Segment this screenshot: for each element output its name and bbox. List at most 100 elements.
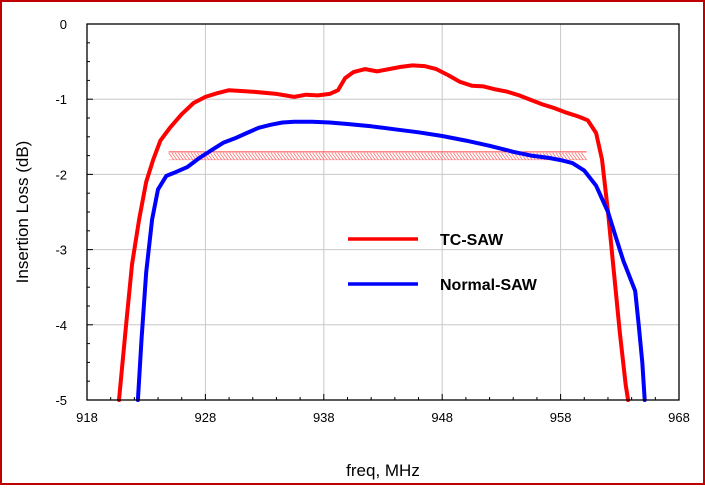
x-tick-label: 918 [76,410,98,425]
spec-mask-hatch [417,152,424,161]
spec-mask-hatch [261,152,267,161]
spec-mask-hatch [456,152,463,161]
spec-mask-hatch [353,152,360,161]
spec-mask-hatch [571,152,578,161]
spec-mask-hatch [494,152,501,161]
spec-mask-hatch [561,152,568,161]
spec-mask-hatch [366,152,373,161]
spec-mask-hatch [334,152,341,161]
spec-mask-hatch [395,152,402,161]
spec-mask-hatch [382,152,389,161]
spec-mask-hatch [360,152,367,161]
spec-mask-hatch [478,152,485,161]
spec-mask-hatch [232,152,239,161]
spec-mask-hatch [369,152,376,161]
spec-mask-hatch [321,152,328,161]
spec-mask-hatch [574,152,581,161]
spec-mask-hatch [501,152,507,161]
spec-mask-hatch [315,152,322,161]
grid-lines [87,24,679,400]
spec-mask-hatch [251,152,258,161]
spec-mask-hatch [443,152,450,161]
spec-mask-hatch [427,152,434,161]
spec-mask-hatch [475,152,482,161]
axes: 918 928 938 948 958 968 0 -1 -2 -3 -4 -5 [55,17,689,425]
spec-mask-hatch [302,152,309,161]
spec-mask-hatch [472,152,479,161]
spec-mask-hatch [507,152,514,161]
spec-mask-hatch [481,152,488,161]
spec-mask-hatch [216,152,223,161]
spec-mask-hatch [289,152,296,161]
spec-mask-hatch [184,152,191,161]
spec-mask-hatch [504,152,511,161]
y-tick-label: -4 [55,318,67,333]
spec-mask-hatch [462,152,469,161]
spec-mask-hatch [357,152,363,161]
spec-mask-hatch [558,152,565,161]
spec-mask-hatch [277,152,283,161]
spec-mask-hatch [264,152,271,161]
spec-mask-hatch [421,152,427,161]
spec-mask-hatch [459,152,466,161]
spec-mask-hatch [485,152,491,161]
spec-mask-hatch [446,152,453,161]
spec-mask-hatch [270,152,277,161]
legend-label: Normal-SAW [440,277,538,294]
spec-mask-hatch [411,152,418,161]
spec-mask-hatch [187,152,194,161]
spec-mask-hatch [283,152,290,161]
spec-mask-hatch [229,152,235,161]
legend: TC-SAW Normal-SAW [348,232,538,294]
x-tick-label: 928 [195,410,217,425]
spec-mask-hatch [430,152,437,161]
spec-mask-hatch [305,152,312,161]
spec-mask-hatch [309,152,315,161]
spec-mask-hatch [177,152,184,161]
spec-mask-hatch [465,152,472,161]
spec-mask-hatch [437,152,443,161]
spec-mask-hatch [209,152,216,161]
spec-mask-hatch [213,152,219,161]
spec-mask-hatch [469,152,475,161]
spec-mask-hatch [280,152,287,161]
spec-mask-hatch [286,152,293,161]
series-lines [117,63,647,402]
x-tick-label: 968 [668,410,690,425]
y-axis-title: Insertion Loss (dB) [13,141,32,284]
spec-mask-hatch [401,152,408,161]
spec-mask-hatch [225,152,232,161]
spec-mask-hatch [347,152,354,161]
spec-mask-hatch [392,152,399,161]
spec-mask-hatch [379,152,386,161]
spec-mask-hatch [491,152,498,161]
spec-mask-hatch [373,152,379,161]
y-tick-label: 0 [60,17,67,32]
spec-mask-hatch [312,152,319,161]
spec-mask-hatch [318,152,325,161]
y-tick-label: -3 [55,243,67,258]
spec-mask-hatch [449,152,456,161]
spec-mask-hatch [453,152,459,161]
spec-mask-hatch [568,152,575,161]
x-tick-label: 938 [313,410,335,425]
spec-mask-hatch [341,152,347,161]
spec-mask-hatch [408,152,415,161]
spec-mask-hatch [273,152,280,161]
spec-mask-hatch [577,152,584,161]
spec-mask-hatch [389,152,395,161]
spec-mask-hatch [219,152,226,161]
x-tick-label: 958 [550,410,572,425]
spec-mask-hatch [222,152,229,161]
spec-mask-hatch [433,152,440,161]
spec-mask-hatch [257,152,264,161]
spec-mask-hatch [238,152,245,161]
spec-mask-hatch [497,152,504,161]
y-tick-label: -5 [55,393,67,408]
spec-mask-hatch [440,152,447,161]
spec-mask-hatch [376,152,383,161]
spec-mask-hatch [581,152,587,161]
spec-mask-hatch [363,152,370,161]
